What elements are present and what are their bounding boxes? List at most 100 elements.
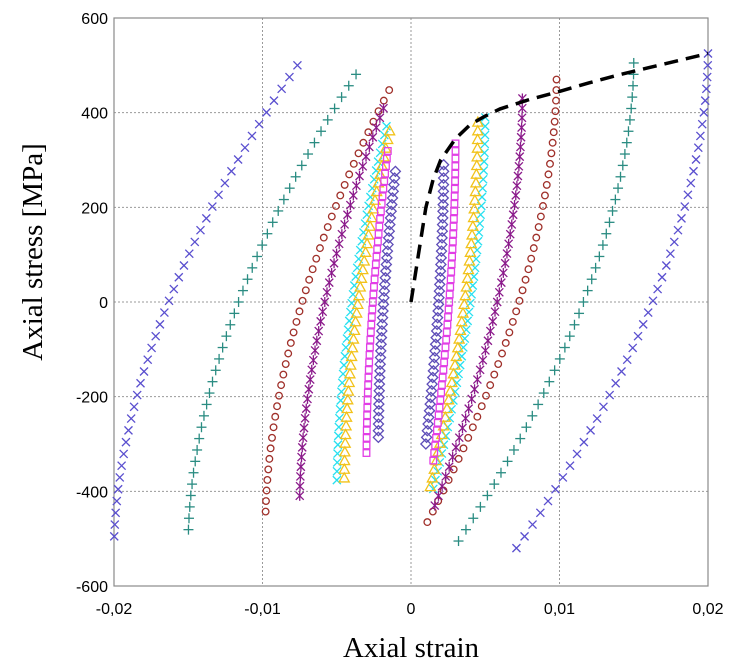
data-point [198, 410, 209, 421]
data-point [372, 398, 385, 411]
data-point [147, 343, 157, 353]
data-point [372, 431, 385, 444]
data-point [358, 161, 368, 172]
data-point [383, 147, 392, 155]
data-point [490, 370, 499, 379]
data-point [379, 265, 392, 278]
data-point [362, 426, 371, 435]
data-point [376, 318, 389, 331]
data-point [190, 456, 201, 467]
data-point [455, 315, 468, 327]
data-point [378, 192, 387, 201]
data-point [424, 391, 437, 404]
data-point [380, 258, 393, 271]
data-point [488, 316, 498, 327]
data-point [381, 169, 390, 178]
data-point [453, 332, 466, 344]
data-point [379, 103, 388, 114]
data-point [569, 319, 580, 330]
data-point [689, 166, 698, 176]
data-point [476, 210, 486, 220]
data-point [422, 411, 435, 424]
data-point [339, 436, 352, 448]
data-point [449, 465, 458, 474]
data-point [594, 251, 605, 262]
data-point [373, 371, 386, 384]
y-tick-label: -200 [76, 390, 108, 407]
data-point [520, 531, 530, 541]
data-point [129, 402, 139, 412]
data-point [579, 437, 589, 447]
data-point [339, 428, 352, 440]
data-point [480, 345, 490, 356]
data-point [475, 219, 485, 229]
data-point [451, 154, 460, 163]
data-point [338, 454, 351, 466]
data-point [444, 313, 452, 322]
data-point [435, 251, 448, 264]
data-point [502, 248, 512, 259]
data-point [380, 251, 393, 264]
data-point [368, 305, 377, 314]
data-point [549, 128, 558, 137]
data-point [332, 248, 342, 259]
data-point [338, 445, 351, 457]
data-point [549, 365, 560, 376]
data-point [517, 103, 527, 114]
data-point [445, 290, 454, 299]
data-point [337, 229, 347, 240]
data-point [586, 425, 596, 435]
data-point [452, 378, 462, 388]
data-point [538, 388, 549, 399]
data-point [381, 162, 390, 171]
data-point [370, 282, 378, 291]
data-point [443, 320, 452, 329]
data-point [446, 282, 455, 291]
data-point [505, 328, 514, 337]
data-point [327, 267, 337, 278]
data-point [372, 411, 385, 424]
data-point [296, 461, 306, 472]
data-point [263, 476, 272, 484]
data-point [701, 84, 711, 94]
data-point [117, 461, 127, 471]
data-point [184, 249, 194, 259]
data-point [546, 159, 554, 168]
data-point [592, 414, 602, 424]
data-point [277, 381, 286, 390]
data-point [598, 402, 608, 412]
data-point [362, 418, 371, 427]
data-point [633, 331, 643, 341]
data-point [332, 475, 342, 485]
data-point [300, 413, 310, 424]
data-point [540, 191, 549, 200]
data-point [482, 391, 490, 400]
data-point [377, 291, 390, 304]
data-point [281, 360, 290, 368]
data-point [201, 399, 212, 410]
data-point [316, 244, 324, 253]
data-point [464, 245, 477, 257]
data-point [372, 252, 381, 261]
data-point [124, 425, 133, 435]
data-point [371, 166, 381, 175]
data-point [284, 72, 294, 82]
data-point [552, 96, 560, 105]
data-point [113, 484, 123, 494]
data-point [423, 404, 436, 417]
data-point [286, 339, 295, 347]
data-point [463, 316, 473, 326]
data-point [432, 426, 441, 435]
data-point [303, 149, 314, 160]
data-point [368, 193, 382, 205]
data-point [364, 381, 373, 390]
data-point [597, 240, 608, 251]
data-point [436, 225, 449, 238]
data-point [384, 212, 397, 224]
data-point [188, 467, 199, 478]
data-point [266, 444, 275, 453]
data-point [547, 149, 556, 158]
data-point [601, 228, 612, 239]
data-point [485, 326, 495, 337]
data-point [284, 183, 295, 194]
